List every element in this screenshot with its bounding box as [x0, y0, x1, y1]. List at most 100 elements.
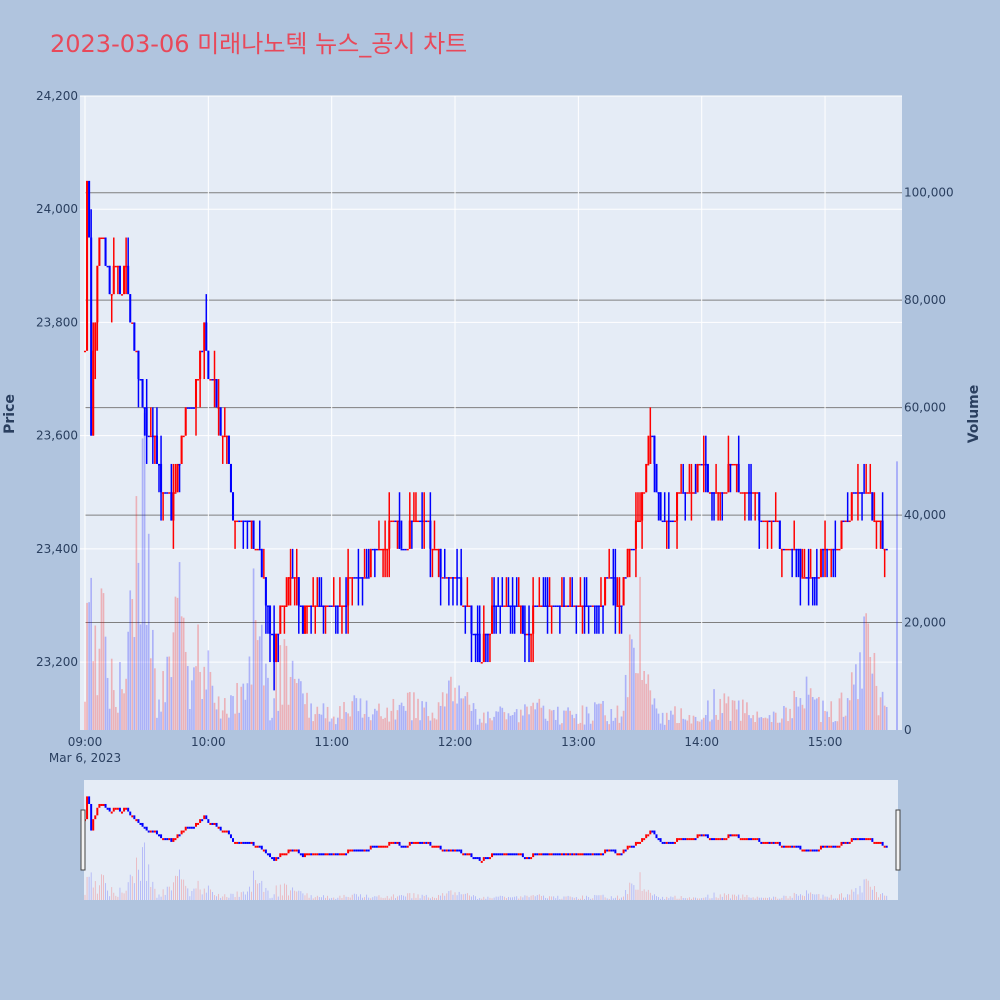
candle-body [710, 492, 714, 494]
range-slider-volume-bar [841, 893, 842, 900]
range-slider-candle [867, 838, 870, 841]
candle-body [546, 605, 549, 607]
range-slider-candle [558, 853, 561, 856]
candle-body [850, 492, 853, 521]
volume-bar [805, 676, 808, 730]
candle [112, 237, 115, 295]
range-slider-candle [345, 853, 348, 856]
candle [375, 548, 378, 551]
candle [636, 492, 640, 523]
range-slider-candle [754, 838, 757, 841]
range-slider-volume-bar [610, 896, 612, 900]
range-slider-volume-bar [230, 893, 232, 900]
range-slider-volume-bar [166, 886, 168, 900]
candle [338, 577, 341, 607]
candle [248, 520, 251, 523]
volume-bar [139, 624, 142, 730]
candle [310, 605, 313, 634]
volume-bar [758, 717, 761, 730]
range-slider-volume-bar [209, 889, 211, 900]
candle-body [375, 548, 378, 551]
candle-body [176, 463, 179, 493]
candle-body [721, 492, 724, 494]
volume-bar [573, 718, 576, 730]
volume-bar [838, 698, 841, 730]
candle-body [258, 548, 261, 551]
candle-body [88, 180, 91, 238]
range-slider-volume-bar [672, 897, 674, 900]
range-slider-volume-bar [343, 894, 345, 900]
volume-bar [674, 706, 676, 730]
candle-body [540, 605, 543, 607]
candle [649, 407, 652, 464]
range-slider-candle [398, 841, 401, 846]
candle-body [86, 180, 89, 351]
range-slider-volume-bar [491, 898, 493, 900]
candle [384, 520, 387, 578]
range-slider-candle [396, 841, 399, 844]
volume-bar [119, 662, 121, 730]
volume-bar [141, 438, 144, 730]
volume-bar [195, 666, 197, 730]
volume-bar [302, 693, 304, 730]
range-slider-volume-bar [592, 898, 594, 900]
volume-bar [394, 719, 397, 730]
range-slider[interactable] [80, 780, 901, 900]
range-slider-candle [863, 838, 866, 841]
candlesticks[interactable] [83, 180, 888, 691]
range-slider-candle [100, 803, 103, 806]
candle [523, 605, 526, 663]
candle-body [585, 605, 588, 607]
range-slider-candle [199, 819, 202, 823]
range-slider-candle [525, 857, 528, 860]
volume-bar [162, 671, 164, 730]
volume-bar [717, 719, 719, 730]
range-slider-candle [437, 845, 440, 848]
candle [129, 294, 132, 323]
range-slider-candle [873, 841, 876, 844]
candle-body [221, 435, 224, 438]
range-slider-candle [550, 853, 553, 856]
volume-bar [310, 703, 312, 730]
range-slider-volume-bar [643, 889, 645, 900]
range-slider-volume-bar [129, 874, 131, 900]
range-slider-candle [145, 826, 148, 831]
volume-bar [828, 716, 830, 730]
range-slider-candle [540, 853, 543, 856]
range-slider-candle [861, 838, 864, 841]
volume-bar [616, 705, 619, 730]
volume-bar [655, 708, 658, 730]
candle-body [207, 350, 210, 380]
range-slider-candle [137, 819, 140, 823]
range-slider-volume-bar [94, 881, 96, 900]
range-slider-candle [170, 838, 173, 842]
candle-body [458, 577, 461, 579]
candle [240, 520, 243, 523]
candle-body [865, 492, 868, 494]
candle [657, 492, 660, 521]
candle [357, 548, 360, 606]
candle-body [548, 605, 551, 607]
candle-body [665, 520, 668, 523]
candle [848, 520, 851, 523]
candle [797, 548, 800, 578]
volume-bar [250, 684, 253, 730]
candle-body [244, 520, 247, 523]
volume-bar [236, 683, 238, 730]
range-slider-volume-bar [499, 895, 501, 900]
candle-body [723, 492, 726, 494]
volume-bar [121, 689, 123, 730]
range-slider-candle [388, 841, 391, 846]
range-slider-volume-bar [723, 893, 725, 900]
range-slider-left-handle[interactable] [80, 809, 86, 871]
volume-bar [522, 715, 524, 730]
range-slider-volume-bar [351, 894, 353, 900]
candle [256, 548, 259, 551]
range-slider-right-handle[interactable] [895, 809, 901, 871]
range-slider-candle [279, 853, 282, 858]
range-slider-volume-bar [197, 880, 199, 900]
range-slider-volume-bar [777, 898, 779, 900]
candle-body [846, 520, 849, 523]
range-slider-volume-bar [834, 898, 836, 900]
